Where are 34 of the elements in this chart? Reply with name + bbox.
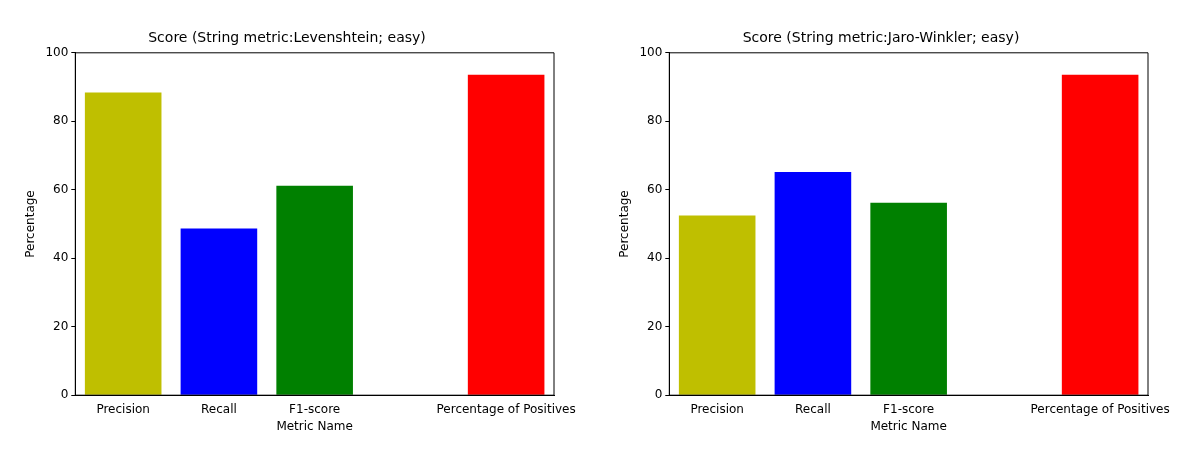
x-tick-label: Precision (96, 401, 150, 416)
x-tick-label: Precision (690, 401, 744, 416)
bar (774, 171, 852, 395)
y-axis-title: Percentage (23, 190, 38, 258)
x-tick-label: Recall (201, 401, 237, 416)
bar (1061, 74, 1139, 395)
x-tick-label: Percentage of Positives (436, 401, 576, 416)
bar (180, 228, 258, 395)
x-tick-label: F1-score (289, 401, 341, 416)
chart-title: Score (String metric:Jaro-Winkler; easy) (742, 29, 1020, 46)
y-tick-label: 100 (45, 44, 69, 59)
x-axis-title: Metric Name (870, 418, 947, 433)
x-tick-label: F1-score (883, 401, 935, 416)
bar (276, 185, 353, 395)
y-tick-label: 60 (53, 181, 69, 196)
y-tick-label: 80 (53, 113, 69, 128)
y-tick-label: 40 (53, 250, 69, 265)
y-tick-label: 100 (639, 44, 663, 59)
x-tick-label: Percentage of Positives (1030, 401, 1170, 416)
y-axis-title: Percentage (617, 190, 632, 258)
y-tick-label: 80 (647, 113, 663, 128)
bar (870, 202, 947, 395)
y-tick-label: 20 (53, 318, 69, 333)
x-axis-title: Metric Name (276, 418, 353, 433)
bar (84, 92, 162, 395)
y-tick-label: 60 (647, 181, 663, 196)
bar (467, 74, 545, 395)
x-tick-label: Recall (795, 401, 831, 416)
y-tick-label: 20 (647, 318, 663, 333)
y-tick-label: 40 (647, 250, 663, 265)
y-tick-label: 0 (654, 387, 663, 402)
bar (678, 215, 756, 395)
chart-title: Score (String metric:Levenshtein; easy) (148, 29, 426, 46)
y-tick-label: 0 (60, 387, 69, 402)
